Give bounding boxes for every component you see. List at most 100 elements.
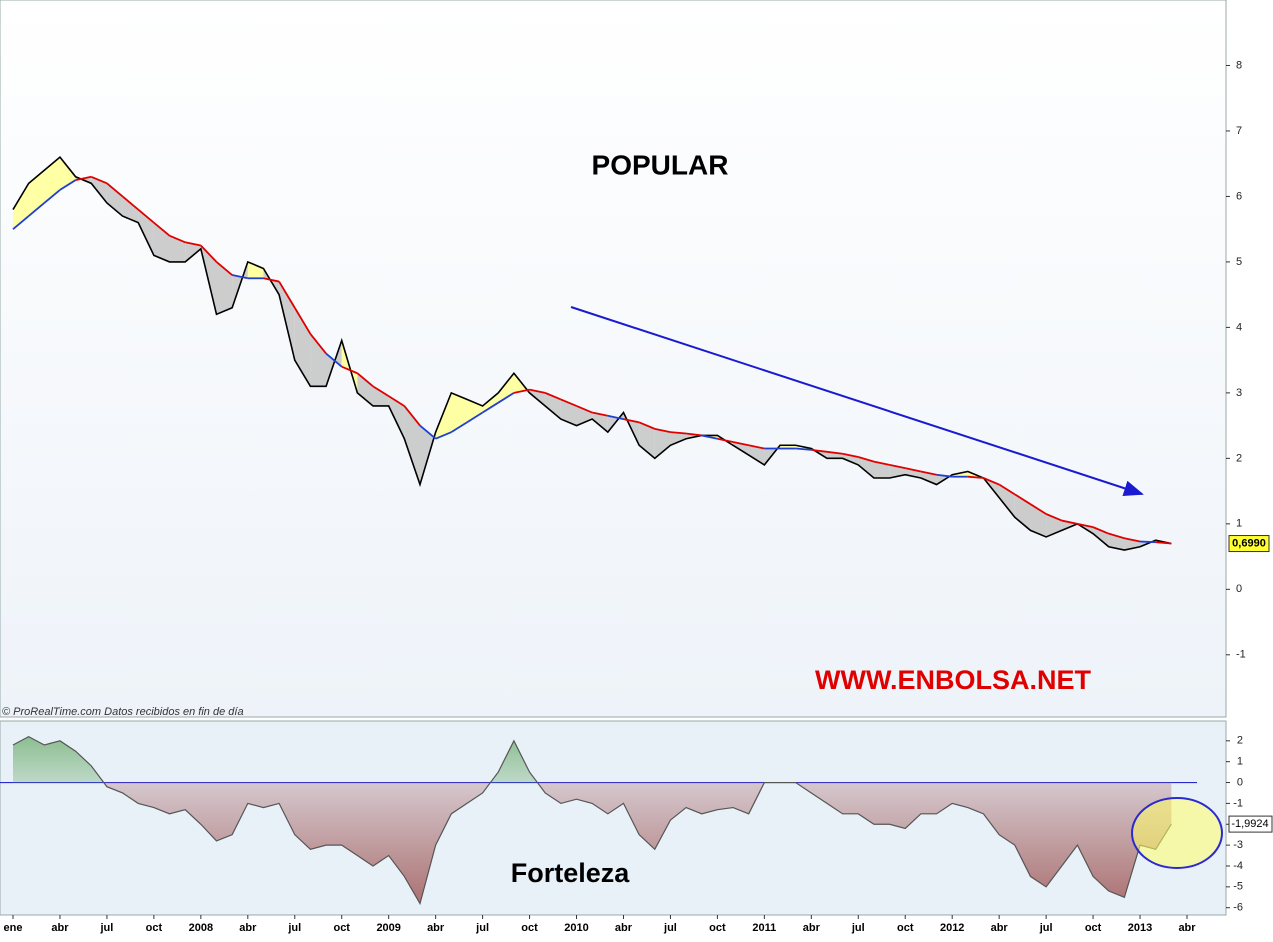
band-fill [44,157,60,203]
y-tick-label: -6 [1233,902,1243,914]
moving-average [936,473,953,478]
x-tick-label: 2011 [752,922,776,934]
moving-average [325,352,343,368]
moving-average [998,483,1016,496]
band-fill [592,412,608,433]
moving-average [889,464,906,470]
moving-average [1108,532,1125,540]
band-fill [639,422,655,459]
moving-average [560,398,577,407]
moving-average [309,333,327,355]
moving-average [1124,537,1141,543]
x-tick-label: abr [991,922,1009,934]
watermark: WWW.ENBOLSA.NET [815,665,1091,695]
moving-average [1061,519,1078,525]
moving-average [842,452,859,458]
moving-average [513,388,530,394]
band-fill [654,428,671,459]
y-tick-label: 1 [1237,756,1243,768]
x-tick-label: jul [99,922,113,934]
last-value-label: -1,9924 [1231,818,1268,830]
moving-average [450,421,468,433]
x-tick-label: abr [803,922,821,934]
x-tick-label: oct [709,922,726,934]
oscillator-title: Forteleza [511,858,631,888]
plot-layer: 876543210-10,6990210-1-2-3-4-5-6-1,9924e… [0,59,1273,934]
moving-average [419,424,437,440]
band-fill [1014,494,1031,531]
moving-average [466,411,484,424]
band-fill [404,405,420,485]
band-fill [858,457,874,478]
x-tick-label: 2008 [189,922,213,934]
y-tick-label: 8 [1236,59,1242,71]
moving-average [341,365,358,375]
moving-average [638,421,656,430]
oscillator-line [12,735,1172,906]
moving-average [983,477,1000,486]
moving-average [967,475,984,479]
moving-average [1140,540,1156,544]
band-fill [560,399,577,426]
moving-average [153,221,171,237]
y-tick-label: -5 [1233,881,1243,893]
chart-title: POPULAR [592,149,729,180]
moving-average [576,405,593,414]
moving-average [732,441,749,447]
y-tick-label: 3 [1236,387,1242,399]
moving-average [1045,513,1063,522]
price-line [12,156,1172,551]
x-tick-label: abr [239,922,257,934]
x-tick-label: 2009 [376,922,400,934]
x-tick-label: jul [663,922,677,934]
x-tick-label: oct [897,922,914,934]
price-panel [0,0,1227,718]
x-tick-label: oct [521,922,538,934]
moving-average [388,395,405,407]
x-tick-label: jul [287,922,301,934]
moving-average [607,414,624,420]
band-fill [13,183,29,230]
x-tick-label: abr [1178,922,1196,934]
moving-average [1014,493,1031,505]
moving-average [497,392,515,404]
x-tick-label: 2013 [1128,922,1152,934]
band-fill [106,183,123,217]
band-fill [216,261,233,315]
moving-average [873,460,890,466]
moving-average [28,202,45,217]
moving-average [356,372,374,388]
moving-average [1077,522,1094,528]
moving-average [372,385,390,397]
band-fill [498,373,514,403]
band-fill [545,392,561,420]
source-note: © ProRealTime.com Datos recibidos en fin… [2,706,244,718]
moving-average [293,307,312,335]
band-fill [185,242,201,262]
moving-average [90,175,108,185]
moving-average [231,274,248,280]
band-fill [873,461,890,478]
moving-average [185,241,202,247]
moving-average [482,401,499,414]
moving-average [200,244,218,263]
x-tick-label: oct [146,922,163,934]
band-fill [451,392,467,433]
moving-average [12,215,30,230]
y-tick-label: -1 [1236,649,1246,661]
band-fill [169,235,186,262]
x-tick-label: oct [1085,922,1102,934]
band-fill [91,176,107,203]
moving-average [685,432,702,437]
moving-average [654,428,671,434]
band-fill [482,392,499,413]
x-tick-label: jul [475,922,489,934]
moving-average [591,411,609,417]
moving-average [826,450,843,455]
x-tick-label: 2012 [940,922,964,934]
moving-average [403,405,421,427]
moving-average [670,431,687,435]
band-fill [138,209,154,256]
x-tick-label: abr [615,922,633,934]
